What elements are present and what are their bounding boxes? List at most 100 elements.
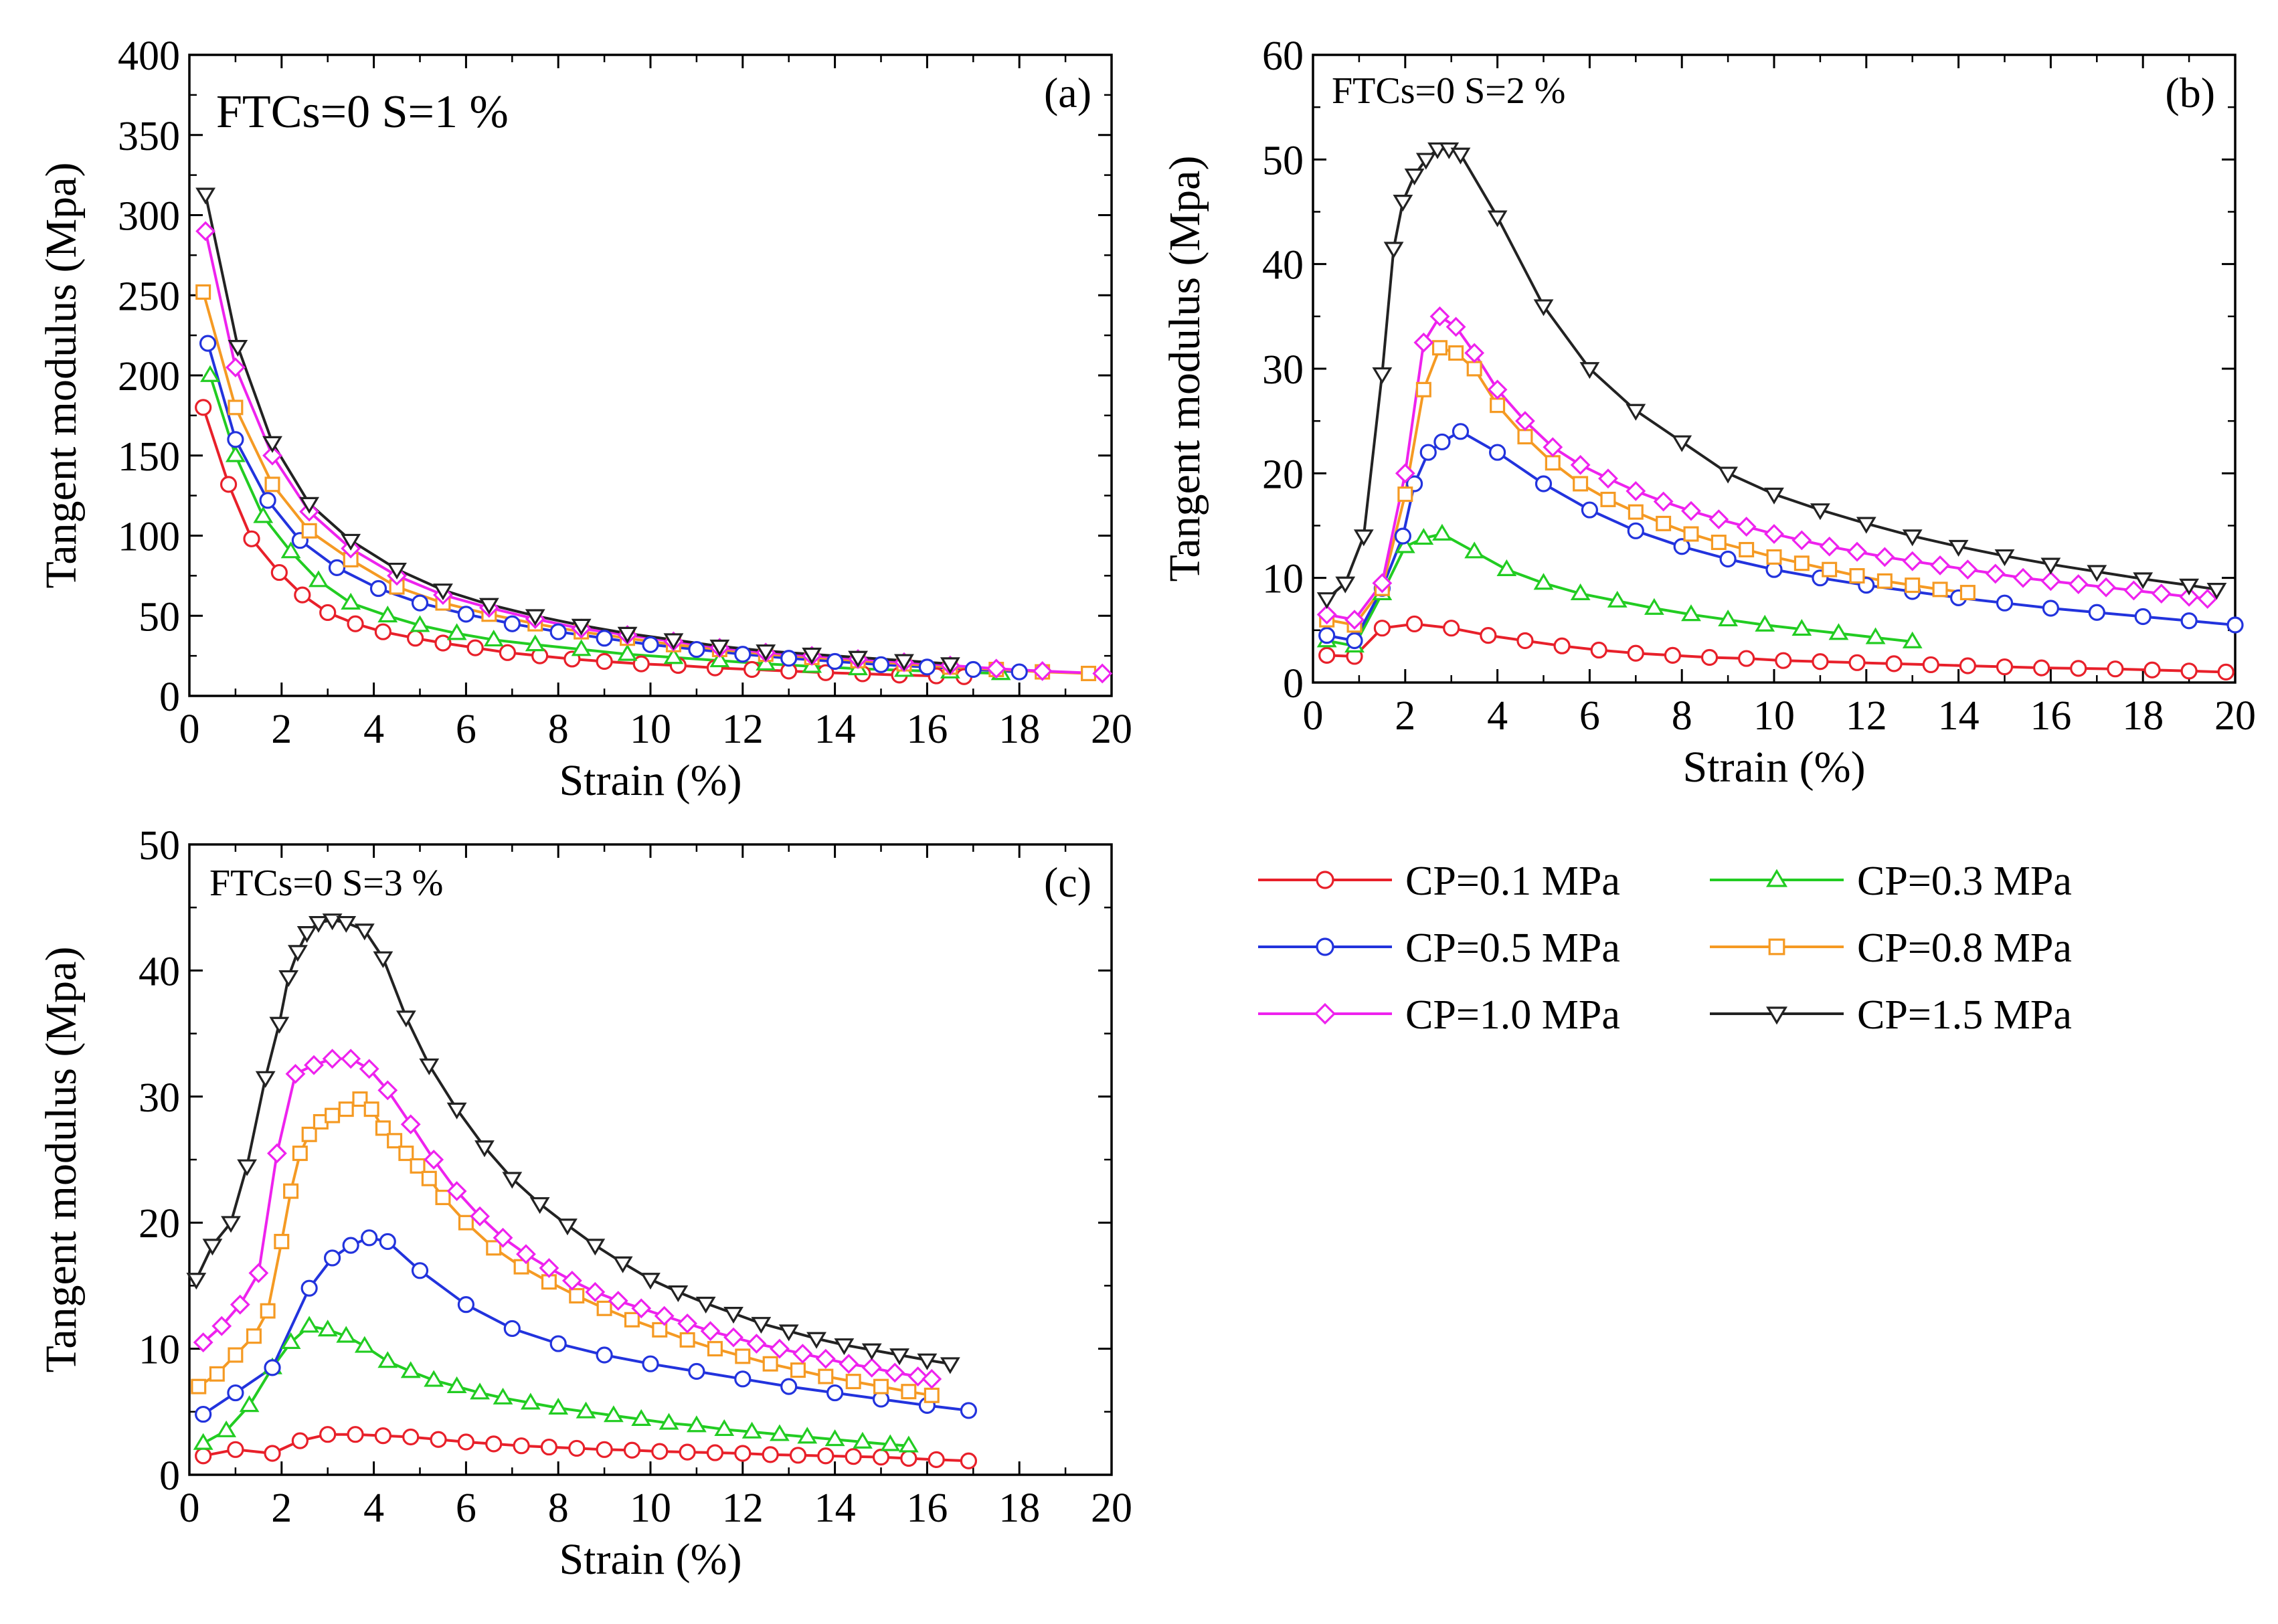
data-point — [379, 1233, 396, 1251]
data-point — [1681, 604, 1701, 622]
data-point — [225, 357, 246, 377]
x-tick-label: 20 — [1091, 1485, 1132, 1531]
data-point — [292, 1146, 308, 1162]
data-point — [839, 1354, 859, 1374]
data-point — [529, 1197, 550, 1214]
data-point — [280, 1332, 301, 1350]
data-point — [2040, 557, 2061, 575]
data-point — [230, 1294, 250, 1315]
data-point — [756, 644, 776, 662]
data-point — [569, 1287, 585, 1303]
data-point — [193, 1433, 213, 1450]
y-tick-label: 150 — [118, 434, 180, 480]
x-tick-label: 4 — [363, 707, 384, 752]
data-point — [1533, 299, 1554, 317]
x-tick-label: 14 — [814, 1485, 856, 1531]
data-point — [387, 562, 407, 580]
data-point — [1487, 210, 1508, 228]
data-point — [411, 594, 429, 612]
data-point — [603, 1405, 624, 1423]
data-point — [299, 497, 320, 514]
data-point — [1672, 435, 1692, 452]
data-point — [624, 1312, 640, 1328]
data-point — [300, 1279, 318, 1297]
data-point — [446, 1376, 467, 1393]
data-point — [746, 1334, 767, 1354]
data-point — [907, 1366, 928, 1386]
data-point — [1736, 517, 1757, 537]
data-point — [596, 630, 613, 647]
data-point — [1404, 168, 1425, 186]
data-point — [1764, 524, 1784, 544]
data-point — [1719, 550, 1737, 568]
data-point — [309, 915, 329, 933]
data-point — [1316, 592, 1337, 610]
y-axis-title: Tangent modulus (Mpa) — [37, 947, 86, 1373]
data-point — [483, 629, 504, 647]
data-point — [861, 1343, 882, 1360]
y-tick-label: 40 — [139, 949, 180, 994]
data-point — [709, 639, 730, 656]
data-point — [341, 592, 361, 610]
data-point — [228, 399, 244, 416]
data-point — [216, 1420, 237, 1437]
data-point — [709, 650, 730, 668]
data-point — [255, 1071, 276, 1088]
data-point — [608, 1291, 628, 1311]
data-point — [1932, 581, 1948, 598]
data-point — [525, 609, 545, 626]
legend-swatch-marker — [1765, 1006, 1788, 1025]
x-tick-label: 6 — [1579, 693, 1600, 739]
data-point — [387, 1133, 403, 1149]
data-point — [485, 1435, 503, 1453]
data-point — [195, 221, 216, 242]
data-point — [301, 1126, 317, 1142]
panel-annotation: FTCs=0 S=2 % — [1332, 70, 1565, 112]
data-point — [686, 1415, 707, 1433]
data-point — [228, 340, 248, 357]
data-point — [1700, 648, 1719, 666]
data-point — [806, 1332, 826, 1349]
data-point — [1452, 423, 1470, 440]
x-tick-label: 16 — [906, 1485, 948, 1531]
data-point — [1822, 561, 1838, 577]
data-point — [1874, 547, 1895, 567]
data-point — [1930, 555, 1950, 575]
data-point — [361, 1229, 378, 1247]
data-point — [1553, 637, 1571, 654]
data-point — [1626, 403, 1646, 421]
data-point — [2179, 578, 2200, 596]
data-point — [520, 1392, 541, 1410]
data-point — [741, 1421, 762, 1439]
data-point — [1353, 529, 1374, 547]
data-point — [596, 652, 613, 670]
data-point — [1570, 583, 1591, 600]
legend-swatch-marker — [1316, 937, 1334, 956]
data-point — [193, 1332, 213, 1353]
data-point — [1373, 620, 1391, 637]
data-point — [1775, 652, 1792, 669]
data-point — [688, 640, 705, 658]
data-point — [458, 1214, 474, 1231]
data-point — [513, 1437, 530, 1455]
data-point — [898, 1435, 919, 1453]
data-point — [283, 1183, 299, 1199]
data-point — [918, 658, 936, 676]
series-line-0-5 — [206, 343, 1020, 674]
data-point — [770, 1424, 790, 1441]
data-point — [322, 1049, 343, 1069]
data-point — [304, 1055, 324, 1075]
x-tick-label: 20 — [1091, 707, 1132, 752]
data-point — [585, 1281, 606, 1302]
data-point — [817, 1447, 835, 1465]
y-tick-label: 10 — [139, 1328, 180, 1373]
data-point — [1413, 528, 1434, 545]
data-point — [478, 598, 499, 615]
series-layer — [201, 193, 1103, 679]
data-point — [1545, 455, 1561, 471]
data-point — [1395, 463, 1415, 484]
data-point — [2206, 583, 2227, 600]
data-point — [377, 606, 398, 623]
panel-a: 0 2 4 6 8 10 12 14 16 18 2005010015020025030035040… — [37, 33, 1132, 805]
data-point — [1812, 653, 1829, 670]
